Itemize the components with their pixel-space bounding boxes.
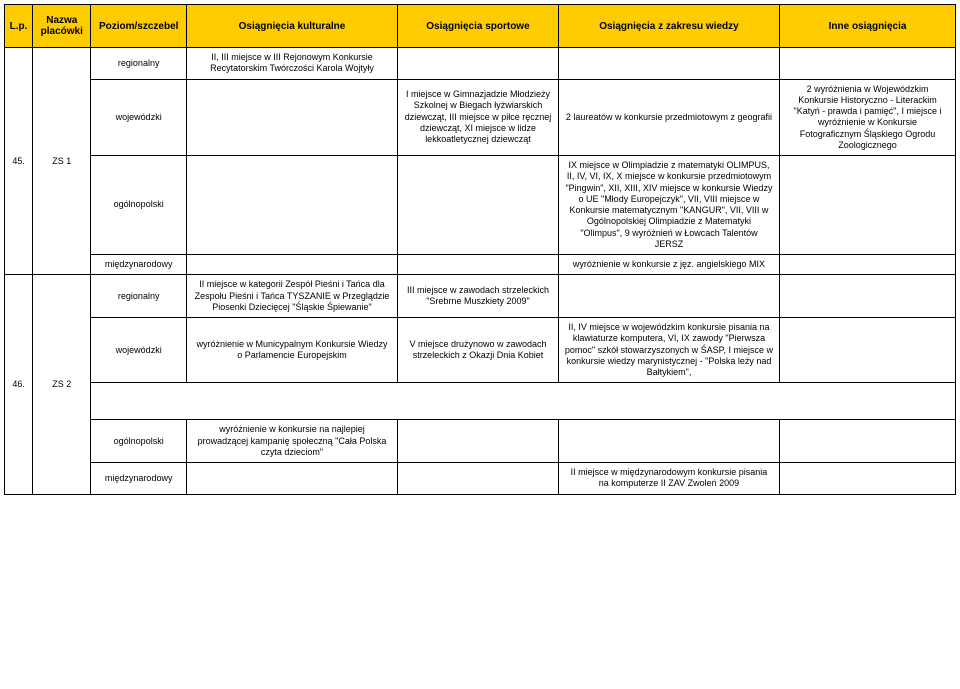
cell-cultural: II miejsce w kategorii Zespół Pieśni i T…: [186, 275, 397, 318]
cell-level: międzynarodowy: [91, 255, 187, 275]
table-row: wojewódzki wyróżnienie w Municypalnym Ko…: [5, 318, 956, 383]
cell-level: ogólnopolski: [91, 156, 187, 255]
cell-other: [780, 156, 956, 255]
cell-other: 2 wyróżnienia w Wojewódzkim Konkursie Hi…: [780, 79, 956, 156]
cell-cultural: [186, 255, 397, 275]
cell-knowledge: II miejsce w międzynarodowym konkursie p…: [558, 463, 779, 495]
cell-cultural: [186, 156, 397, 255]
cell-cultural: [186, 79, 397, 156]
table-row: wojewódzki I miejsce w Gimnazjadzie Młod…: [5, 79, 956, 156]
cell-knowledge: wyróżnienie w konkursie z jęz. angielski…: [558, 255, 779, 275]
cell-sport: [398, 255, 559, 275]
col-header-level: Poziom/szczebel: [91, 5, 187, 48]
cell-sport: [398, 48, 559, 80]
col-header-name: Nazwa placówki: [33, 5, 91, 48]
col-header-cultural: Osiągnięcia kulturalne: [186, 5, 397, 48]
cell-knowledge: [558, 420, 779, 463]
cell-sport: III miejsce w zawodach strzeleckich "Sre…: [398, 275, 559, 318]
cell-knowledge: [558, 48, 779, 80]
cell-lp: 45.: [5, 48, 33, 275]
cell-name: ZS 2: [33, 275, 91, 494]
table-row: 45. ZS 1 regionalny II, III miejsce w II…: [5, 48, 956, 80]
cell-knowledge: [558, 275, 779, 318]
table-header-row: L.p. Nazwa placówki Poziom/szczebel Osią…: [5, 5, 956, 48]
cell-sport: [398, 420, 559, 463]
cell-sport: V miejsce drużynowo w zawodach strzeleck…: [398, 318, 559, 383]
col-header-sport: Osiągnięcia sportowe: [398, 5, 559, 48]
cell-cultural: II, III miejsce w III Rejonowym Konkursi…: [186, 48, 397, 80]
cell-other: [780, 318, 956, 383]
cell-sport: I miejsce w Gimnazjadzie Młodzieży Szkol…: [398, 79, 559, 156]
cell-knowledge: II, IV miejsce w wojewódzkim konkursie p…: [558, 318, 779, 383]
col-header-lp: L.p.: [5, 5, 33, 48]
cell-level: wojewódzki: [91, 79, 187, 156]
cell-sport: [398, 463, 559, 495]
table-row-spacer: [5, 383, 956, 420]
cell-level: międzynarodowy: [91, 463, 187, 495]
col-header-knowledge: Osiągnięcia z zakresu wiedzy: [558, 5, 779, 48]
achievements-table: L.p. Nazwa placówki Poziom/szczebel Osią…: [4, 4, 956, 495]
cell-name: ZS 1: [33, 48, 91, 275]
cell-knowledge: IX miejsce w Olimpiadzie z matematyki OL…: [558, 156, 779, 255]
table-header: L.p. Nazwa placówki Poziom/szczebel Osią…: [5, 5, 956, 48]
cell-lp: 46.: [5, 275, 33, 494]
cell-level: wojewódzki: [91, 318, 187, 383]
table-row: międzynarodowy wyróżnienie w konkursie z…: [5, 255, 956, 275]
cell-cultural: wyróżnienie w Municypalnym Konkursie Wie…: [186, 318, 397, 383]
cell-cultural: wyróżnienie w konkursie na najlepiej pro…: [186, 420, 397, 463]
cell-level: regionalny: [91, 48, 187, 80]
page: L.p. Nazwa placówki Poziom/szczebel Osią…: [0, 0, 960, 499]
table-body: 45. ZS 1 regionalny II, III miejsce w II…: [5, 48, 956, 495]
table-row: ogólnopolski wyróżnienie w konkursie na …: [5, 420, 956, 463]
table-row: międzynarodowy II miejsce w międzynarodo…: [5, 463, 956, 495]
cell-other: [780, 463, 956, 495]
cell-level: regionalny: [91, 275, 187, 318]
col-header-other: Inne osiągnięcia: [780, 5, 956, 48]
cell-level: ogólnopolski: [91, 420, 187, 463]
cell-sport: [398, 156, 559, 255]
cell-cultural: [186, 463, 397, 495]
cell-other: [780, 420, 956, 463]
cell-knowledge: 2 laureatów w konkursie przedmiotowym z …: [558, 79, 779, 156]
table-row: ogólnopolski IX miejsce w Olimpiadzie z …: [5, 156, 956, 255]
cell-other: [780, 275, 956, 318]
cell-other: [780, 48, 956, 80]
table-row: 46. ZS 2 regionalny II miejsce w kategor…: [5, 275, 956, 318]
cell-other: [780, 255, 956, 275]
